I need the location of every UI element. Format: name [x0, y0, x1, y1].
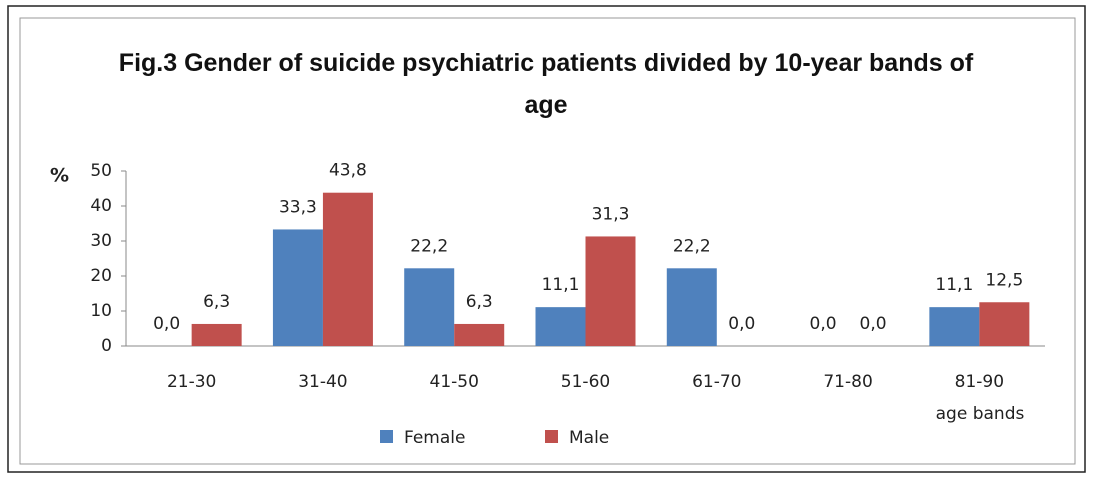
data-label: 11,1 [935, 275, 973, 295]
legend-label: Male [569, 428, 609, 448]
y-tick-label: 20 [90, 266, 112, 286]
bar [979, 302, 1030, 346]
y-axis-label: % [50, 165, 69, 187]
x-tick-label: 61-70 [692, 372, 741, 392]
data-label: 11,1 [542, 275, 580, 295]
bar [535, 307, 586, 346]
data-label: 0,0 [153, 314, 180, 334]
bar [929, 307, 980, 346]
x-tick-label: 31-40 [298, 372, 347, 392]
data-label: 33,3 [279, 197, 317, 217]
x-tick-label: 51-60 [561, 372, 610, 392]
data-label: 12,5 [985, 270, 1023, 290]
bar [454, 323, 505, 346]
data-label: 31,3 [592, 204, 630, 224]
x-tick-label: 81-90 [955, 372, 1004, 392]
y-tick-label: 40 [90, 196, 112, 216]
data-label: 6,3 [203, 292, 230, 312]
y-tick-label: 10 [90, 301, 112, 321]
x-axis-label: age bands [936, 404, 1025, 424]
y-tick-label: 30 [90, 231, 112, 251]
x-tick-label: 21-30 [167, 372, 216, 392]
data-label: 43,8 [329, 161, 367, 181]
legend-label: Female [404, 428, 465, 448]
data-label: 6,3 [466, 292, 493, 312]
bar [666, 268, 717, 346]
chart-title: Fig.3 Gender of suicide psychiatric pati… [118, 49, 974, 119]
y-tick-label: 0 [101, 336, 112, 356]
x-tick-label: 41-50 [430, 372, 479, 392]
bar [272, 229, 323, 346]
bar [404, 268, 455, 346]
bar [322, 192, 373, 346]
data-label: 22,2 [673, 236, 711, 256]
data-label: 22,2 [410, 236, 448, 256]
data-label: 0,0 [810, 314, 837, 334]
bar [585, 236, 636, 346]
y-tick-label: 50 [90, 161, 112, 181]
x-tick-label: 71-80 [823, 372, 872, 392]
chart-frame [19, 17, 1076, 465]
legend-swatch [545, 430, 558, 443]
data-label: 0,0 [860, 314, 887, 334]
legend-swatch [380, 430, 393, 443]
bar [191, 323, 242, 346]
data-label: 0,0 [728, 314, 755, 334]
